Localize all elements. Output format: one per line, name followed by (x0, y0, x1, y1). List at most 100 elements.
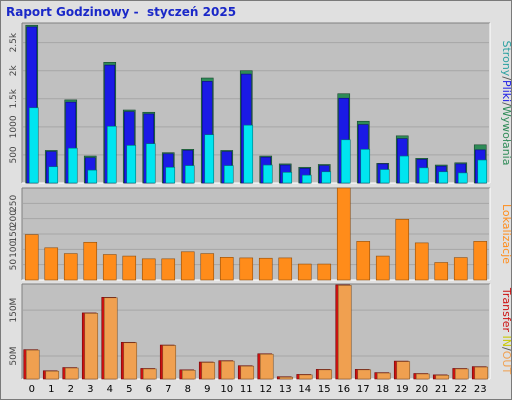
x-tick-label-5: 5 (126, 384, 132, 395)
legend-bottom-part-3: OUT (500, 351, 511, 375)
y-tick-label: 200 (9, 210, 19, 227)
bar-strony-14 (301, 174, 312, 184)
bar-strony-19 (399, 155, 410, 184)
bar-lokalizacje-9 (200, 253, 215, 281)
bar-out-4 (103, 297, 118, 380)
bar-strony-15 (321, 171, 332, 184)
y-tick-label: 50M (9, 346, 19, 365)
x-tick-label-4: 4 (107, 384, 113, 395)
y-tick-label: 100 (9, 240, 19, 257)
x-tick-label-1: 1 (48, 384, 54, 395)
bar-strony-18 (379, 169, 390, 184)
bar-strony-8 (184, 165, 195, 184)
x-tick-label-2: 2 (68, 384, 74, 395)
bar-lokalizacje-23 (473, 241, 488, 281)
bar-lokalizacje-16 (336, 187, 351, 281)
bar-out-11 (240, 365, 255, 380)
bar-out-2 (64, 367, 79, 380)
bar-strony-23 (477, 159, 488, 184)
bar-lokalizacje-7 (161, 258, 176, 281)
bar-strony-1 (48, 166, 59, 184)
y-tick-label: 500 (9, 146, 19, 163)
bar-strony-11 (243, 124, 254, 184)
legend-bottom-part-2: / (500, 347, 511, 351)
bar-strony-16 (340, 139, 351, 184)
legend-middle-part-0: Lokalizacje (500, 204, 511, 264)
bar-out-7 (162, 345, 177, 380)
bar-strony-0 (28, 107, 39, 184)
legend-top-part-1: / (500, 76, 511, 80)
bar-lokalizacje-10 (219, 257, 234, 281)
bar-lokalizacje-1 (44, 247, 59, 281)
x-tick-label-12: 12 (259, 384, 272, 395)
bar-strony-2 (67, 147, 78, 184)
bar-out-0 (25, 349, 40, 380)
bar-out-20 (415, 373, 430, 380)
bar-strony-20 (418, 167, 429, 184)
x-tick-label-19: 19 (396, 384, 409, 395)
bar-out-12 (259, 353, 274, 380)
legend-top: Strony/Pliki/Wywołania (500, 41, 511, 166)
legend-bottom-part-0: Transfer (500, 287, 511, 333)
bar-strony-17 (360, 149, 371, 184)
bar-out-13 (279, 376, 294, 380)
legend-middle: Lokalizacje (500, 204, 511, 264)
bar-out-16 (337, 285, 352, 380)
legend-top-part-3: / (500, 102, 511, 106)
x-tick-label-14: 14 (298, 384, 311, 395)
plot-area (22, 23, 490, 183)
x-tick-label-8: 8 (185, 384, 191, 395)
x-tick-label-11: 11 (240, 384, 253, 395)
legend-top-part-2: Pliki (500, 80, 511, 102)
y-tick-label: 150 (9, 225, 19, 242)
x-tick-label-3: 3 (87, 384, 93, 395)
bar-lokalizacje-19 (395, 218, 410, 281)
bar-lokalizacje-17 (356, 241, 371, 281)
bar-out-21 (435, 375, 450, 380)
x-tick-label-21: 21 (435, 384, 448, 395)
y-tick-label: 1000 (9, 115, 19, 138)
bar-strony-21 (438, 171, 449, 184)
legend-bottom: Transfer IN/OUT (500, 287, 511, 375)
x-tick-label-23: 23 (474, 384, 487, 395)
bar-out-6 (142, 368, 157, 380)
x-tick-label-17: 17 (357, 384, 370, 395)
bar-strony-3 (87, 169, 98, 184)
x-tick-label-18: 18 (376, 384, 389, 395)
bar-out-1 (45, 370, 60, 380)
bar-lokalizacje-5 (122, 255, 137, 281)
bar-lokalizacje-12 (258, 257, 273, 281)
bar-strony-7 (165, 166, 176, 184)
x-tick-label-13: 13 (279, 384, 292, 395)
x-tick-label-7: 7 (165, 384, 171, 395)
bar-strony-13 (282, 172, 293, 184)
bar-out-9 (201, 362, 216, 380)
bar-strony-12 (262, 164, 273, 184)
x-tick-label-10: 10 (220, 384, 233, 395)
y-tick-label: 1.5k (9, 88, 19, 108)
x-tick-label-9: 9 (204, 384, 210, 395)
bar-out-23 (474, 366, 489, 380)
bar-lokalizacje-14 (297, 263, 312, 281)
bar-out-10 (220, 360, 235, 380)
legend-bottom-part-1: IN (500, 332, 511, 347)
chart-title: Raport Godzinowy - styczeń 2025 (6, 5, 237, 19)
bar-lokalizacje-3 (83, 241, 98, 281)
bar-out-22 (454, 368, 469, 380)
bar-lokalizacje-4 (102, 254, 117, 281)
bar-lokalizacje-21 (434, 262, 449, 281)
bar-lokalizacje-13 (278, 257, 293, 281)
y-tick-label: 2k (9, 64, 19, 76)
bar-lokalizacje-6 (141, 258, 156, 281)
y-tick-label: 50 (9, 259, 19, 271)
bar-out-3 (84, 313, 99, 380)
legend-top-part-0: Strony (500, 41, 511, 77)
bar-strony-6 (145, 143, 156, 184)
bar-lokalizacje-22 (453, 257, 468, 281)
bar-out-8 (181, 369, 196, 380)
bar-out-17 (357, 369, 372, 380)
y-tick-label: 150M (9, 298, 19, 323)
legend-top-part-4: Wywołania (500, 106, 511, 166)
y-tick-label: 2.5k (9, 32, 19, 52)
